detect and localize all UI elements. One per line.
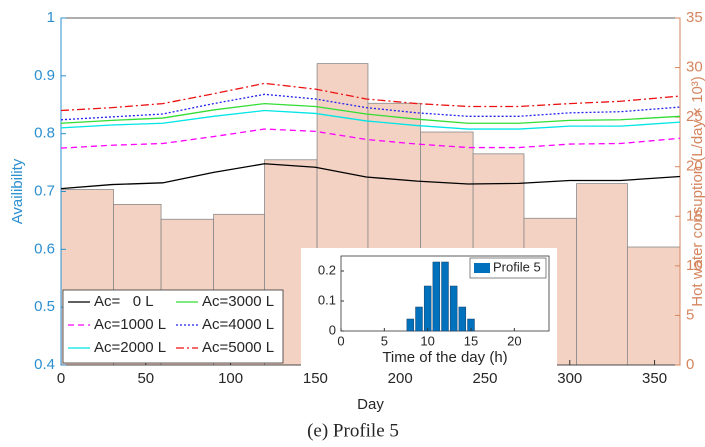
inset-bar — [423, 285, 432, 332]
inset-chart: 0 5 10 15 20 0 0.1 0.2 Time of the day (h) Profil… — [301, 248, 557, 367]
series-line — [60, 93, 681, 121]
inset-x-tick-label: 5 — [381, 333, 388, 348]
y-axis-label: Availibility — [9, 158, 26, 224]
x-tick-label: 150 — [303, 370, 328, 387]
inset-bar — [441, 261, 449, 332]
x-tick-label: 200 — [388, 370, 413, 387]
inset-x-tick-label: 20 — [507, 333, 521, 348]
inset-x-tick-label: 0 — [337, 333, 344, 348]
x-tick-label: 300 — [557, 370, 582, 387]
x-tick-label: 0 — [57, 370, 65, 387]
x-tick-label: 50 — [137, 370, 154, 387]
y2-tick-label: 15 — [686, 207, 703, 224]
series-line — [60, 109, 681, 130]
legend-label: Ac=1000 L — [94, 316, 166, 333]
inset-y-tick-label: 0 — [329, 322, 336, 337]
inset-bar — [415, 306, 423, 332]
y2-tick-label: 5 — [686, 306, 694, 323]
legend-label: Ac=4000 L — [202, 316, 274, 333]
y-tick-label: 0.8 — [34, 125, 55, 142]
inset-legend-label: Profile 5 — [493, 259, 541, 274]
legend-label: Ac= 0 L — [94, 293, 154, 310]
inset-y-tick-label: 0.2 — [318, 262, 336, 277]
inset-x-tick-label: 10 — [420, 333, 434, 348]
y-tick-label: 0.4 — [34, 356, 55, 373]
y-tick-label: 1 — [47, 9, 55, 26]
inset-legend-swatch — [474, 263, 490, 273]
series-line — [60, 128, 681, 149]
y-tick-label: 0.5 — [34, 298, 55, 315]
legend-label: Ac=2000 L — [94, 339, 166, 356]
legend-label: Ac=5000 L — [202, 339, 274, 356]
inset-bar — [406, 318, 415, 332]
legend-label: Ac=3000 L — [202, 293, 274, 310]
caption: (e) Profile 5 — [307, 420, 399, 441]
y2-tick-label: 10 — [686, 257, 703, 274]
x-tick-label: 350 — [642, 370, 667, 387]
y2-tick-label: 30 — [686, 59, 703, 76]
inset-bar — [458, 306, 467, 332]
inset-bar — [449, 285, 458, 332]
inset-bar — [432, 261, 441, 332]
inset-x-label: Time of the day (h) — [382, 349, 507, 366]
x-tick-label: 100 — [218, 370, 243, 387]
inset-x-tick-label: 15 — [464, 333, 478, 348]
y2-tick-label: 20 — [686, 158, 703, 175]
x-tick-label: 250 — [472, 370, 497, 387]
y2-axis-label: Hot water consuption (L/day × 10³) — [689, 76, 705, 307]
series-line — [60, 102, 681, 124]
legend-box — [62, 289, 284, 364]
y-tick-label: 0.9 — [34, 67, 55, 84]
x-axis-label: Day — [357, 396, 384, 413]
y2-tick-label: 0 — [686, 356, 694, 373]
y2-tick-label: 25 — [686, 108, 703, 125]
series-line — [60, 163, 681, 190]
series-line — [60, 82, 681, 112]
consumption-bar — [576, 183, 628, 366]
y-tick-label: 0.7 — [34, 182, 55, 199]
consumption-bar — [627, 246, 681, 366]
y-tick-label: 0.6 — [34, 240, 55, 257]
y2-tick-label: 35 — [686, 9, 703, 26]
inset-y-tick-label: 0.1 — [318, 292, 336, 307]
